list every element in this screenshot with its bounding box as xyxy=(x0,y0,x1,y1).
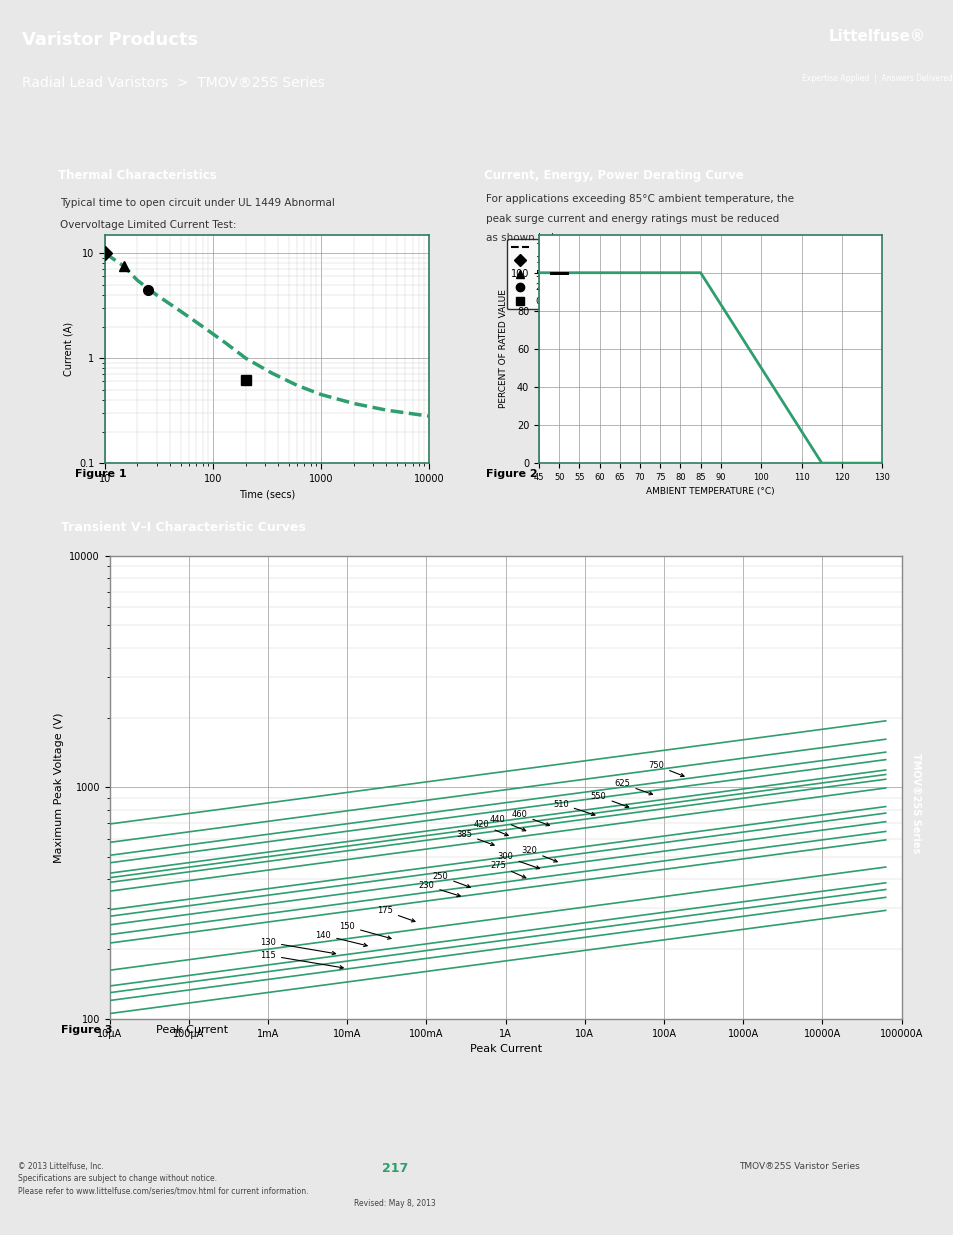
Text: 115: 115 xyxy=(260,951,343,969)
Text: 250: 250 xyxy=(432,872,470,888)
Text: 300: 300 xyxy=(497,852,539,869)
Text: 460: 460 xyxy=(511,810,549,826)
Text: 385: 385 xyxy=(456,830,494,846)
Text: 175: 175 xyxy=(376,906,415,921)
Text: Current, Energy, Power Derating Curve: Current, Energy, Power Derating Curve xyxy=(483,169,742,183)
Legend: Typical, 10 A, 5 A, 2.5 A, 0.5 A: Typical, 10 A, 5 A, 2.5 A, 0.5 A xyxy=(507,240,570,310)
Text: Overvoltage Limited Current Test:: Overvoltage Limited Current Test: xyxy=(60,220,236,230)
Text: For applications exceeding 85°C ambient temperature, the: For applications exceeding 85°C ambient … xyxy=(485,194,793,204)
Text: Littelfuse®: Littelfuse® xyxy=(828,30,925,44)
Text: 230: 230 xyxy=(418,881,460,897)
Text: 420: 420 xyxy=(474,820,508,836)
Text: Thermal Characteristics: Thermal Characteristics xyxy=(58,169,217,183)
Text: Transient V–I Characteristic Curves: Transient V–I Characteristic Curves xyxy=(61,521,306,534)
Text: 320: 320 xyxy=(521,846,557,862)
Text: 440: 440 xyxy=(490,815,525,831)
Text: 510: 510 xyxy=(553,799,595,815)
Text: 550: 550 xyxy=(590,792,628,808)
Text: 750: 750 xyxy=(648,761,683,777)
Text: Figure 2: Figure 2 xyxy=(485,469,537,479)
Y-axis label: Maximum Peak Voltage (V): Maximum Peak Voltage (V) xyxy=(53,713,64,862)
X-axis label: Peak Current: Peak Current xyxy=(469,1044,541,1055)
X-axis label: Time (secs): Time (secs) xyxy=(239,489,294,499)
Text: 130: 130 xyxy=(260,937,335,955)
Text: Typical time to open circuit under UL 1449 Abnormal: Typical time to open circuit under UL 14… xyxy=(60,198,335,207)
Text: as shown below.: as shown below. xyxy=(485,233,571,243)
Text: 275: 275 xyxy=(490,861,525,878)
Text: 150: 150 xyxy=(339,921,391,940)
Text: 625: 625 xyxy=(614,779,652,795)
Text: Varistor Products: Varistor Products xyxy=(22,32,198,49)
Text: Expertise Applied  |  Answers Delivered: Expertise Applied | Answers Delivered xyxy=(801,74,952,83)
Text: 140: 140 xyxy=(315,931,367,946)
Text: peak surge current and energy ratings must be reduced: peak surge current and energy ratings mu… xyxy=(485,214,779,224)
Text: Revised: May 8, 2013: Revised: May 8, 2013 xyxy=(354,1199,436,1208)
Y-axis label: Current (A): Current (A) xyxy=(64,322,73,375)
Text: TMOV®25S Series: TMOV®25S Series xyxy=(910,752,920,853)
Text: Peak Current: Peak Current xyxy=(155,1025,228,1035)
Text: TMOV®25S Varistor Series: TMOV®25S Varistor Series xyxy=(739,1161,860,1171)
Y-axis label: PERCENT OF RATED VALUE: PERCENT OF RATED VALUE xyxy=(498,289,508,409)
Text: 217: 217 xyxy=(381,1161,408,1174)
X-axis label: AMBIENT TEMPERATURE (°C): AMBIENT TEMPERATURE (°C) xyxy=(646,488,774,496)
Text: © 2013 Littelfuse, Inc.
Specifications are subject to change without notice.
Ple: © 2013 Littelfuse, Inc. Specifications a… xyxy=(17,1161,308,1195)
Text: Radial Lead Varistors  >  TMOV®25S Series: Radial Lead Varistors > TMOV®25S Series xyxy=(22,75,324,90)
Text: Figure 1: Figure 1 xyxy=(74,469,127,479)
Text: Figure 3: Figure 3 xyxy=(61,1025,112,1035)
